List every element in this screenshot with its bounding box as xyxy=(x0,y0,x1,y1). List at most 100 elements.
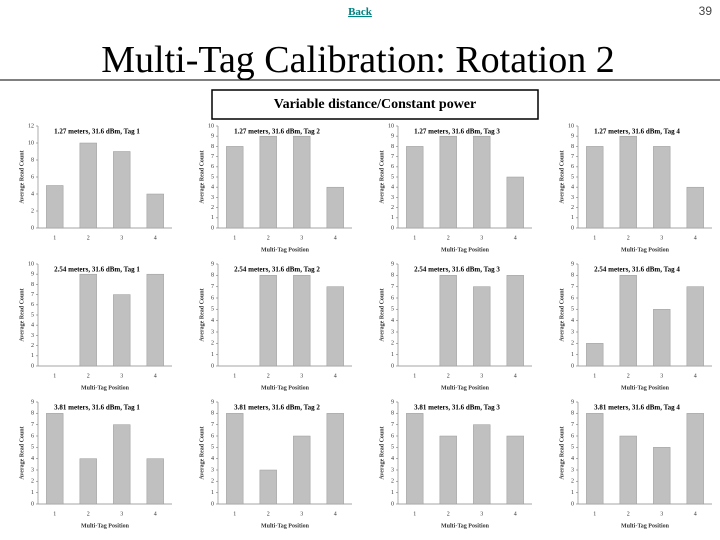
chart-title: 1.27 meters, 31.6 dBm, Tag 4 xyxy=(594,128,680,136)
y-tick-label: 0 xyxy=(391,363,394,369)
x-tick-label: 4 xyxy=(514,373,517,379)
bar xyxy=(293,435,311,505)
x-tick-label: 2 xyxy=(87,235,90,241)
subtitle-box xyxy=(211,89,539,120)
y-tick-label: 3 xyxy=(211,195,214,201)
x-tick-label: 3 xyxy=(300,373,303,379)
y-axis-label: Average Read Count xyxy=(379,288,385,341)
y-tick-label: 4 xyxy=(571,456,574,462)
y-tick-label: 8 xyxy=(571,411,574,417)
y-tick-label: 9 xyxy=(571,134,574,140)
x-tick-label: 2 xyxy=(627,373,630,379)
x-tick-label: 1 xyxy=(53,511,56,517)
back-link[interactable]: Back xyxy=(348,6,373,18)
y-tick-label: 6 xyxy=(211,164,214,170)
x-axis-label: Multi-Tag Position xyxy=(621,523,670,529)
x-tick-label: 4 xyxy=(334,235,337,241)
x-tick-label: 4 xyxy=(154,511,157,517)
y-tick-label: 0 xyxy=(31,225,34,231)
x-tick-label: 4 xyxy=(514,511,517,517)
y-tick-label: 8 xyxy=(31,157,34,163)
chart-title: 2.54 meters, 31.6 dBm, Tag 4 xyxy=(594,266,680,274)
y-tick-label: 6 xyxy=(571,295,574,301)
y-tick-label: 10 xyxy=(28,261,34,267)
y-tick-label: 2 xyxy=(571,205,574,211)
bar xyxy=(506,176,524,229)
y-tick-label: 4 xyxy=(391,185,394,191)
bar xyxy=(439,275,457,367)
y-tick-label: 6 xyxy=(31,302,34,308)
x-tick-label: 4 xyxy=(154,373,157,379)
x-axis-label: Multi-Tag Position xyxy=(441,385,490,391)
y-tick-label: 8 xyxy=(211,411,214,417)
y-tick-label: 5 xyxy=(31,312,34,318)
x-tick-label: 2 xyxy=(267,373,270,379)
y-tick-label: 10 xyxy=(568,123,574,129)
y-axis-label: Average Read Count xyxy=(19,150,25,203)
x-tick-label: 1 xyxy=(53,373,56,379)
y-tick-label: 9 xyxy=(391,399,394,405)
y-tick-label: 3 xyxy=(391,467,394,473)
y-tick-label: 5 xyxy=(211,174,214,180)
y-tick-label: 3 xyxy=(391,195,394,201)
y-tick-label: 2 xyxy=(31,479,34,485)
y-tick-label: 0 xyxy=(211,225,214,231)
y-tick-label: 1 xyxy=(391,490,394,496)
y-tick-label: 1 xyxy=(211,352,214,358)
y-tick-label: 3 xyxy=(571,329,574,335)
bar xyxy=(259,275,277,367)
x-tick-label: 1 xyxy=(413,511,416,517)
bar xyxy=(259,469,277,505)
x-tick-label: 3 xyxy=(120,235,123,241)
y-tick-label: 2 xyxy=(211,341,214,347)
bar xyxy=(619,135,637,229)
x-axis-label: Multi-Tag Position xyxy=(441,523,490,529)
y-tick-label: 6 xyxy=(571,433,574,439)
y-tick-label: 7 xyxy=(211,284,214,290)
y-tick-label: 5 xyxy=(391,445,394,451)
x-axis-label: Multi-Tag Position xyxy=(261,247,310,253)
y-tick-label: 8 xyxy=(211,273,214,279)
y-tick-label: 9 xyxy=(391,134,394,140)
bar xyxy=(619,275,637,367)
y-tick-label: 0 xyxy=(211,363,214,369)
y-tick-label: 7 xyxy=(391,154,394,160)
x-tick-label: 3 xyxy=(660,511,663,517)
x-tick-label: 3 xyxy=(660,235,663,241)
x-tick-label: 1 xyxy=(593,235,596,241)
bar xyxy=(326,286,344,367)
x-tick-label: 2 xyxy=(87,511,90,517)
y-tick-label: 9 xyxy=(211,134,214,140)
bar xyxy=(506,435,524,505)
y-tick-label: 5 xyxy=(211,445,214,451)
bar xyxy=(653,146,671,229)
x-tick-label: 2 xyxy=(447,373,450,379)
bar xyxy=(113,424,131,505)
y-tick-label: 9 xyxy=(31,272,34,278)
y-tick-label: 2 xyxy=(391,341,394,347)
page-number: 39 xyxy=(699,4,713,18)
bar xyxy=(79,142,97,229)
chart-title: 2.54 meters, 31.6 dBm, Tag 2 xyxy=(234,266,320,274)
y-tick-label: 1 xyxy=(571,352,574,358)
y-tick-label: 6 xyxy=(31,174,34,180)
y-tick-label: 1 xyxy=(211,215,214,221)
y-tick-label: 1 xyxy=(211,490,214,496)
subtitle: Variable distance/Constant power xyxy=(274,97,477,112)
x-axis-label: Multi-Tag Position xyxy=(441,247,490,253)
y-tick-label: 4 xyxy=(211,318,214,324)
bar xyxy=(406,146,424,229)
x-tick-label: 1 xyxy=(53,235,56,241)
y-tick-label: 2 xyxy=(31,343,34,349)
y-tick-label: 2 xyxy=(211,479,214,485)
x-axis-label: Multi-Tag Position xyxy=(621,385,670,391)
y-tick-label: 9 xyxy=(391,261,394,267)
x-tick-label: 2 xyxy=(447,235,450,241)
y-tick-label: 0 xyxy=(571,501,574,507)
x-tick-label: 1 xyxy=(413,235,416,241)
x-axis-label: Multi-Tag Position xyxy=(81,385,130,391)
y-tick-label: 3 xyxy=(31,333,34,339)
y-tick-label: 0 xyxy=(391,225,394,231)
bar xyxy=(653,309,671,367)
y-tick-label: 0 xyxy=(571,363,574,369)
